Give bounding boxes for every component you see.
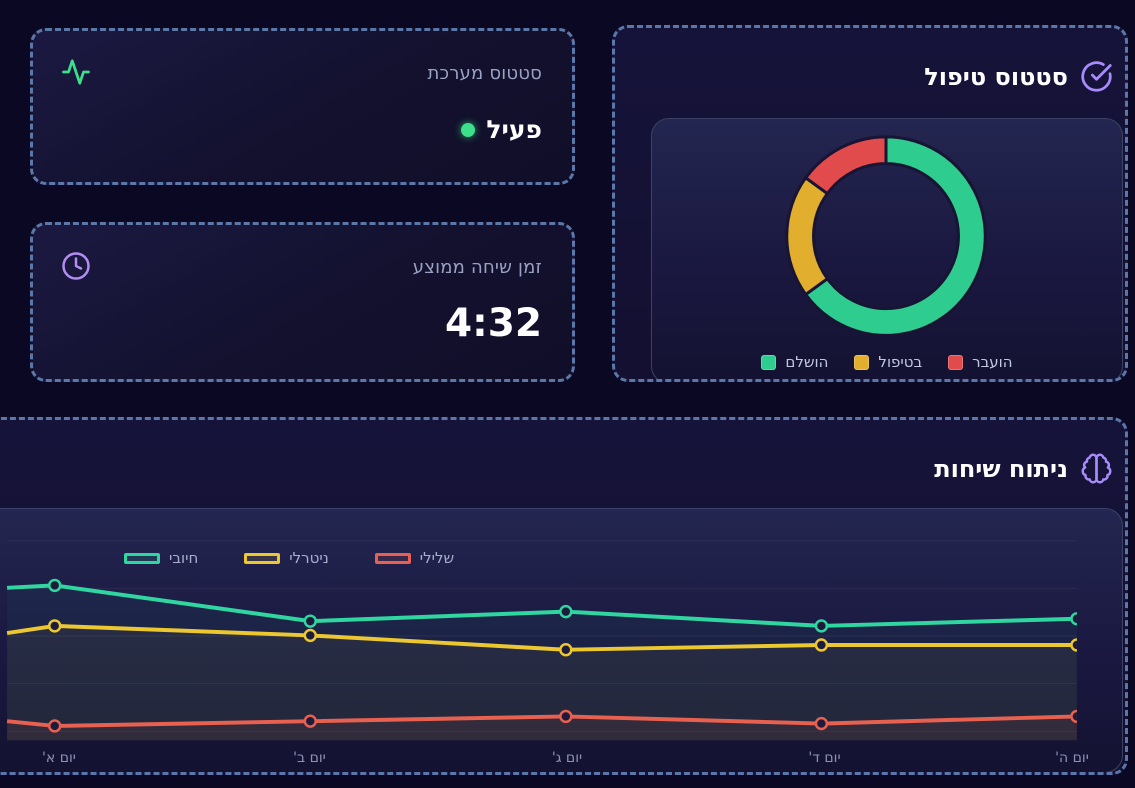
- data-point[interactable]: [48, 578, 62, 593]
- data-point[interactable]: [1070, 612, 1082, 626]
- line-chart-panel: חיובי ניטרלי שלילי יום א' יום ב' יום ג' יום ד…: [0, 508, 1123, 772]
- system-status-title: סטטוס מערכת: [427, 63, 542, 84]
- legend-label: בטיפול: [878, 353, 923, 371]
- line-chart: [6, 540, 1082, 741]
- legend-label: שלילי: [419, 549, 455, 567]
- treatment-status-header: סטטוס טיפול: [924, 60, 1113, 93]
- brain-icon: [1081, 453, 1112, 484]
- x-axis-label: יום א': [42, 750, 76, 766]
- call-analysis-header: ניתוח שיחות: [934, 452, 1113, 485]
- avg-call-time-value: 4:32: [444, 301, 542, 346]
- legend-swatch: [854, 354, 870, 370]
- series-fill: [7, 585, 1077, 741]
- clock-icon: [62, 252, 90, 280]
- x-axis-label: יום ג': [551, 750, 583, 766]
- line-legend: חיובי ניטרלי שלילי: [124, 549, 454, 567]
- series-fill: [7, 625, 1077, 741]
- data-point[interactable]: [1070, 709, 1082, 724]
- legend-label: ניטרלי: [289, 549, 329, 567]
- system-status-value-row: פעיל: [461, 115, 542, 144]
- donut-legend: הושלם בטיפול הועבר: [652, 353, 1122, 371]
- legend-swatch: [948, 354, 964, 370]
- donut-segment[interactable]: [804, 135, 888, 196]
- system-status-value: פעיל: [486, 115, 542, 144]
- legend-label: הועבר: [972, 353, 1013, 371]
- data-point[interactable]: [303, 628, 317, 643]
- data-point[interactable]: [1070, 638, 1082, 652]
- avg-call-time-title: זמן שיחה ממוצע: [412, 257, 542, 278]
- data-point[interactable]: [559, 709, 573, 724]
- donut-segment[interactable]: [804, 135, 987, 337]
- data-point[interactable]: [559, 643, 573, 657]
- legend-box: [124, 552, 160, 564]
- line-legend-item[interactable]: חיובי: [124, 549, 198, 567]
- data-point[interactable]: [814, 619, 829, 633]
- system-status-card: סטטוס מערכת פעיל: [30, 28, 575, 185]
- legend-label: הושלם: [785, 353, 829, 371]
- avg-call-time-card: זמן שיחה ממוצע 4:32: [30, 222, 575, 382]
- donut-panel: הושלם בטיפול הועבר: [651, 118, 1123, 379]
- data-point[interactable]: [48, 719, 62, 733]
- treatment-status-section-title: סטטוס טיפול: [924, 62, 1068, 91]
- donut-chart: [785, 135, 987, 337]
- series-line: [6, 583, 1077, 628]
- legend-box: [244, 552, 281, 564]
- data-point[interactable]: [48, 619, 62, 633]
- status-dot: [461, 122, 476, 137]
- line-legend-item[interactable]: ניטרלי: [244, 549, 329, 567]
- data-point[interactable]: [303, 614, 317, 628]
- call-analysis-section-title: ניתוח שיחות: [934, 454, 1068, 483]
- x-axis-label: יום ד': [808, 750, 841, 766]
- treatment-status-section: סטטוס טיפול הושלם בטיפול הועבר: [612, 25, 1128, 382]
- call-analysis-section: ניתוח שיחות חיובי ניטרלי שלילי יום א' יום ב…: [0, 417, 1128, 775]
- legend-label: חיובי: [169, 549, 199, 567]
- data-point[interactable]: [814, 638, 829, 652]
- activity-icon: [62, 59, 90, 85]
- series-line: [6, 714, 1077, 728]
- donut-legend-item[interactable]: הועבר: [948, 353, 1013, 371]
- legend-swatch: [761, 354, 777, 370]
- legend-box: [374, 552, 411, 564]
- line-legend-item[interactable]: שלילי: [374, 549, 455, 567]
- x-axis-label: יום ב': [293, 750, 326, 766]
- donut-legend-item[interactable]: הושלם: [761, 353, 828, 371]
- data-point[interactable]: [559, 604, 573, 619]
- data-point[interactable]: [303, 714, 317, 728]
- series-line: [6, 623, 1077, 652]
- donut-segment[interactable]: [785, 176, 829, 296]
- x-axis-label: יום ה': [1055, 750, 1089, 766]
- data-point[interactable]: [814, 716, 829, 731]
- donut-legend-item[interactable]: בטיפול: [854, 353, 922, 371]
- check-circle-icon: [1081, 61, 1112, 92]
